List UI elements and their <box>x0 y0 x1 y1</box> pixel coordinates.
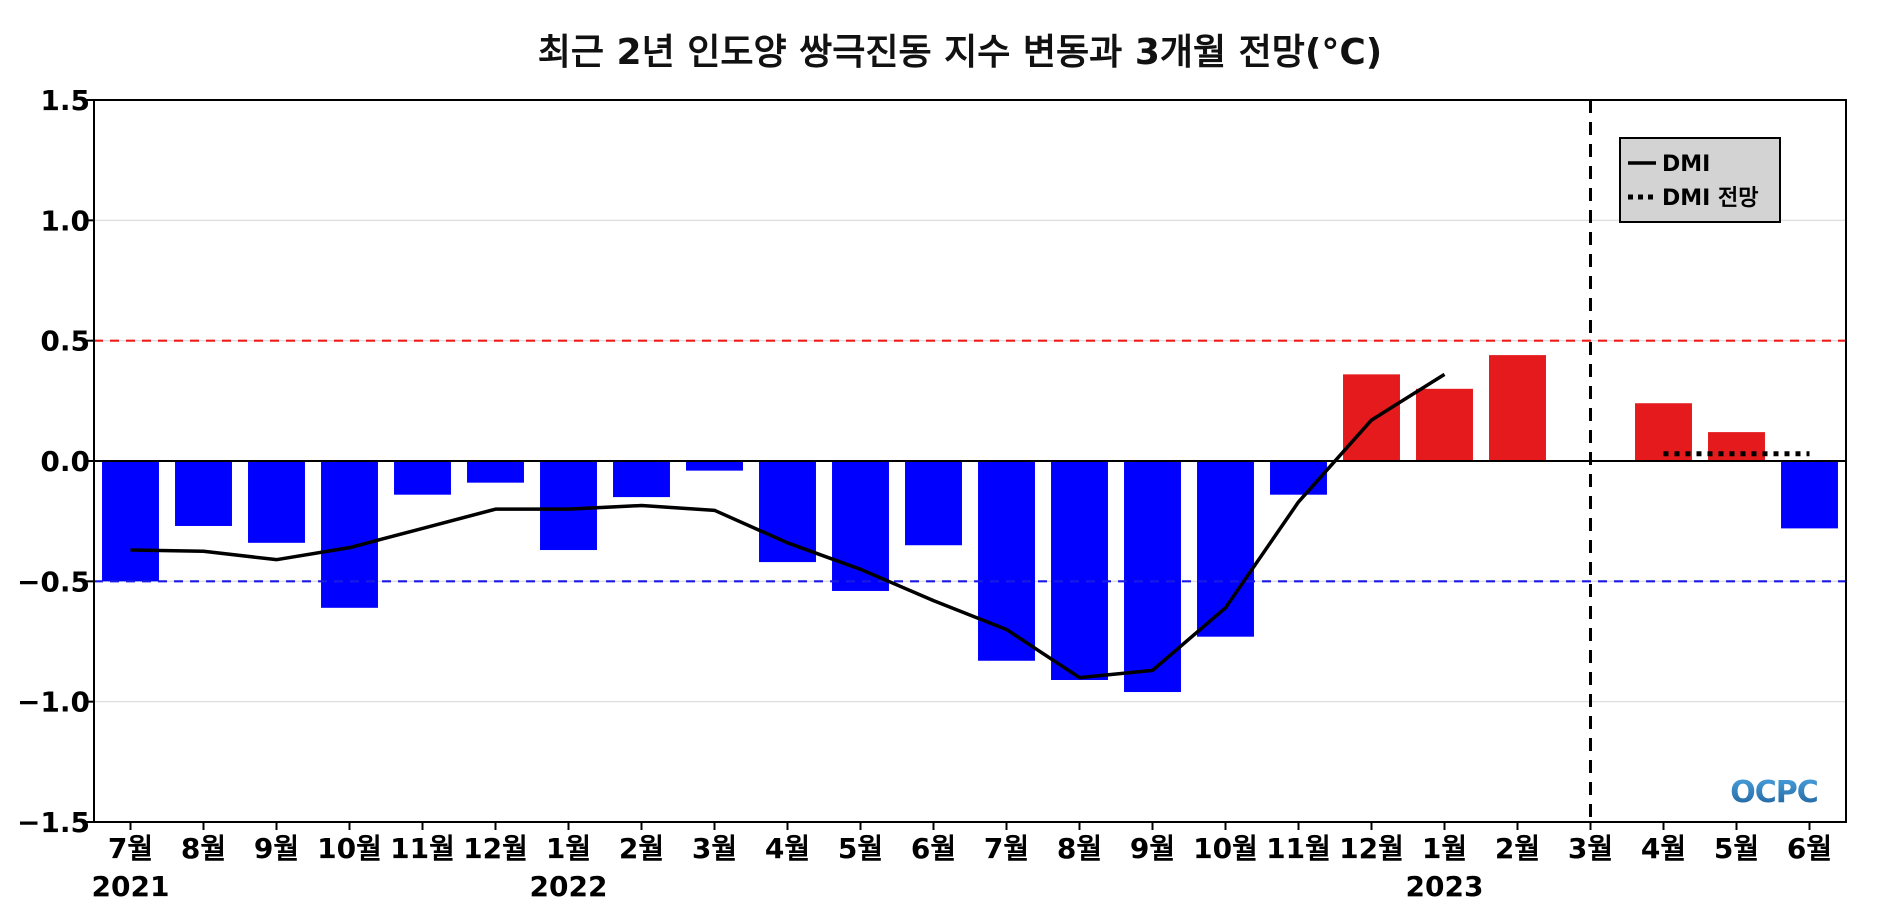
y-tick-label: −0.5 <box>17 565 90 598</box>
bar-5월 <box>832 461 889 591</box>
plot-area: 1.51.00.50.0−0.5−1.0−1.57월 8월 9월 10월 11월 12월 1… <box>17 84 1847 900</box>
bar-4월 <box>759 461 816 563</box>
bar-5월 <box>1708 432 1765 461</box>
bar-10월 <box>1197 461 1254 637</box>
bar-2월 <box>613 461 670 498</box>
x-tick-label: 8월 <box>181 832 226 865</box>
x-tick-label: 7월 <box>984 832 1029 865</box>
x-tick-label: 1월 <box>546 832 591 865</box>
bar-1월 <box>540 461 597 551</box>
year-label: 2021 <box>92 870 170 900</box>
x-tick-label: 5월 <box>1714 832 1759 865</box>
y-tick-label: 0.5 <box>40 325 90 358</box>
x-tick-label: 7월 <box>108 832 153 865</box>
x-tick-label: 9월 <box>254 832 299 865</box>
dmi-line <box>130 372 1446 680</box>
x-tick-label: 2월 <box>619 832 664 865</box>
year-label: 2022 <box>530 870 608 900</box>
bar-11월 <box>1270 461 1327 495</box>
legend: DMI DMI 전망 <box>1619 137 1781 223</box>
y-tick-label: −1.5 <box>17 806 90 839</box>
ocpc-logo: OCPC <box>1730 775 1819 810</box>
bar-7월 <box>102 461 159 582</box>
x-tick-label: 12월 <box>1339 832 1404 865</box>
bar-12월 <box>467 461 524 483</box>
y-tick-label: 1.0 <box>40 204 90 237</box>
legend-box <box>1619 137 1781 223</box>
x-tick-label: 10월 <box>1193 832 1258 865</box>
x-tick-label: 3월 <box>692 832 737 865</box>
ocpc-logo-text: OCPC <box>1730 775 1818 810</box>
x-tick-label: 1월 <box>1422 832 1467 865</box>
bar-7월 <box>978 461 1035 661</box>
bar-2월 <box>1489 355 1546 461</box>
y-tick-label: −1.0 <box>17 686 90 719</box>
x-tick-label: 4월 <box>1641 832 1686 865</box>
bar-11월 <box>394 461 451 495</box>
bar-10월 <box>321 461 378 608</box>
x-tick-label: 5월 <box>838 832 883 865</box>
legend-label-dotted: DMI 전망 <box>1662 186 1758 211</box>
bar-8월 <box>1051 461 1108 681</box>
x-tick-label: 2월 <box>1495 832 1540 865</box>
bar-12월 <box>1343 374 1400 461</box>
bar-9월 <box>248 461 305 543</box>
year-label: 2023 <box>1406 870 1484 900</box>
y-tick-label: 0.0 <box>40 445 90 478</box>
bar-1월 <box>1416 388 1473 461</box>
legend-label-line: DMI <box>1662 152 1710 177</box>
x-tick-label: 8월 <box>1057 832 1102 865</box>
bar-6월 <box>1781 461 1838 529</box>
bar-3월 <box>686 461 743 471</box>
x-tick-label: 10월 <box>317 832 382 865</box>
y-tick-label: 1.5 <box>40 84 90 117</box>
x-tick-label: 6월 <box>1787 832 1832 865</box>
x-tick-label: 12월 <box>463 832 528 865</box>
x-tick-label: 6월 <box>911 832 956 865</box>
chart-title: 최근 2년 인도양 쌍극진동 지수 변동과 3개월 전망(°C) <box>538 32 1382 73</box>
x-tick-label: 9월 <box>1130 832 1175 865</box>
bar-8월 <box>175 461 232 526</box>
x-tick-label: 11월 <box>390 832 455 865</box>
bar-6월 <box>905 461 962 546</box>
bar-9월 <box>1124 461 1181 693</box>
x-tick-label: 3월 <box>1568 832 1613 865</box>
x-tick-label: 11월 <box>1266 832 1331 865</box>
x-tick-label: 4월 <box>765 832 810 865</box>
